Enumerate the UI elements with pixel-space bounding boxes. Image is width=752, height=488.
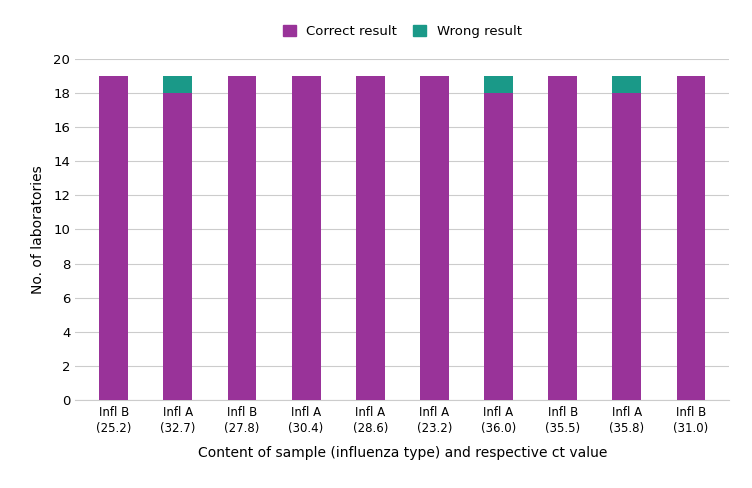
Bar <box>612 76 641 93</box>
Bar <box>484 76 513 93</box>
Legend: Correct result, Wrong result: Correct result, Wrong result <box>279 21 526 41</box>
Bar <box>420 76 449 400</box>
X-axis label: Content of sample (influenza type) and respective ct value: Content of sample (influenza type) and r… <box>198 446 607 460</box>
Bar <box>163 76 193 93</box>
Bar <box>484 93 513 400</box>
Bar <box>612 93 641 400</box>
Bar <box>228 76 256 400</box>
Bar <box>292 76 320 400</box>
Bar <box>548 76 577 400</box>
Bar <box>356 76 385 400</box>
Bar <box>163 93 193 400</box>
Y-axis label: No. of laboratories: No. of laboratories <box>31 165 45 294</box>
Bar <box>677 76 705 400</box>
Bar <box>99 76 128 400</box>
